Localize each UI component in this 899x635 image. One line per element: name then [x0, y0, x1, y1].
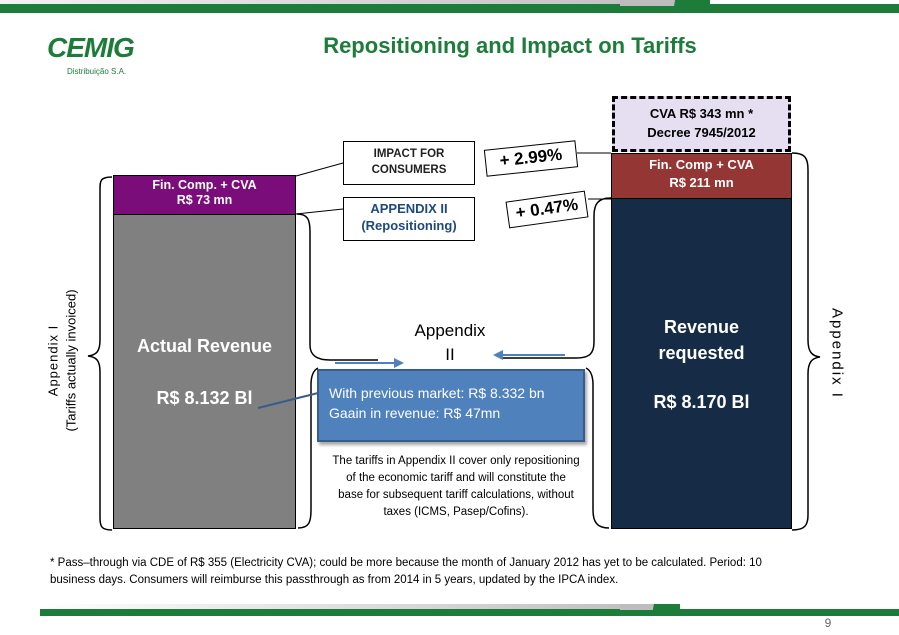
- right-bar-revenue-requested: [611, 198, 792, 529]
- right-bar-label: Revenue requested: [611, 314, 792, 366]
- note-line2: of the economic tariff and will constitu…: [346, 472, 566, 484]
- appendix-connector-left: [295, 208, 344, 215]
- footnote-line2: business days. Consumers will reimburse …: [50, 574, 619, 586]
- impact-percent-label: + 2.99%: [483, 140, 579, 177]
- right-brace: [791, 152, 821, 531]
- page-title: Repositioning and Impact on Tariffs: [323, 33, 697, 58]
- callout-line1: With previous market: R$ 8.332 bn: [329, 385, 545, 401]
- left-bar-actual-revenue: [113, 214, 296, 529]
- left-appendix-label: Appendix I (Tariffs actually invoiced): [33, 248, 93, 478]
- right-appendix-label: Appendix I: [822, 295, 852, 415]
- right-bar-label-line1: Revenue: [663, 317, 740, 337]
- appendix-mid-line1: Appendix: [414, 321, 486, 340]
- left-bar-cap: Fin. Comp. + CVA R$ 73 mn: [113, 175, 296, 215]
- page-number: 9: [824, 616, 832, 630]
- footnote: * Pass–through via CDE of R$ 355 (Electr…: [50, 555, 860, 589]
- impact-for-consumers-box: IMPACT FOR CONSUMERS: [343, 141, 475, 185]
- appendix-ii-middle-label: Appendix II: [395, 319, 505, 367]
- appendix-mid-line2: II: [445, 345, 455, 364]
- appendix-ii-box: APPENDIX II (Repositioning): [343, 197, 475, 241]
- right-bar-cap: Fin. Comp + CVA R$ 211 mn: [611, 153, 792, 199]
- left-bar-label: Actual Revenue: [136, 336, 273, 356]
- right-bar-value: R$ 8.170 Bl: [653, 392, 750, 412]
- note-line1: The tariffs in Appendix II cover only re…: [332, 455, 580, 467]
- footnote-line1: * Pass–through via CDE of R$ 355 (Electr…: [50, 557, 762, 569]
- impact-line1: IMPACT FOR: [373, 148, 445, 160]
- note-line3: base for subsequent tariff calculations,…: [338, 489, 574, 501]
- right-cap-line1: Fin. Comp + CVA: [649, 157, 754, 172]
- left-cap-line1: Fin. Comp. + CVA: [152, 178, 257, 192]
- note-line4: taxes (ICMS, Pasep/Cofins).: [383, 506, 529, 518]
- appendix-box-line2: (Repositioning): [361, 218, 457, 233]
- right-bar-label-line2: requested: [658, 343, 745, 363]
- left-label-line2: (Tariffs actually invoiced): [63, 289, 79, 432]
- top-decor-bar: [0, 0, 899, 14]
- right-cap-line2: R$ 211 mn: [669, 175, 734, 190]
- left-bar-value: R$ 8.132 Bl: [156, 388, 253, 408]
- cemig-logo: CEMIG Distribuição S.A.: [47, 32, 139, 80]
- bottom-decor-bar: [0, 604, 899, 622]
- right-label-text: Appendix I: [828, 308, 846, 399]
- cva-note: CVA R$ 343 mn * Decree 7945/2012: [612, 96, 791, 152]
- left-cap-line2: R$ 73 mn: [176, 193, 233, 207]
- cva-note-line2: Decree 7945/2012: [647, 125, 756, 140]
- appendix-percent-label: + 0.47%: [505, 190, 589, 229]
- cva-note-line1: CVA R$ 343 mn *: [649, 106, 754, 121]
- impact-connector-left: [295, 162, 344, 177]
- logo-wordmark: CEMIG: [47, 32, 135, 63]
- logo-subtitle: Distribuição S.A.: [67, 67, 127, 76]
- previous-market-callout: With previous market: R$ 8.332 bn Gaain …: [317, 369, 585, 442]
- impact-line2: CONSUMERS: [371, 164, 447, 176]
- appendix-box-line1: APPENDIX II: [370, 201, 448, 216]
- callout-line2: Gaain in revenue: R$ 47mn: [329, 405, 501, 421]
- left-label-line1: Appendix I: [45, 324, 61, 397]
- appendix-ii-note: The tariffs in Appendix II cover only re…: [312, 453, 600, 521]
